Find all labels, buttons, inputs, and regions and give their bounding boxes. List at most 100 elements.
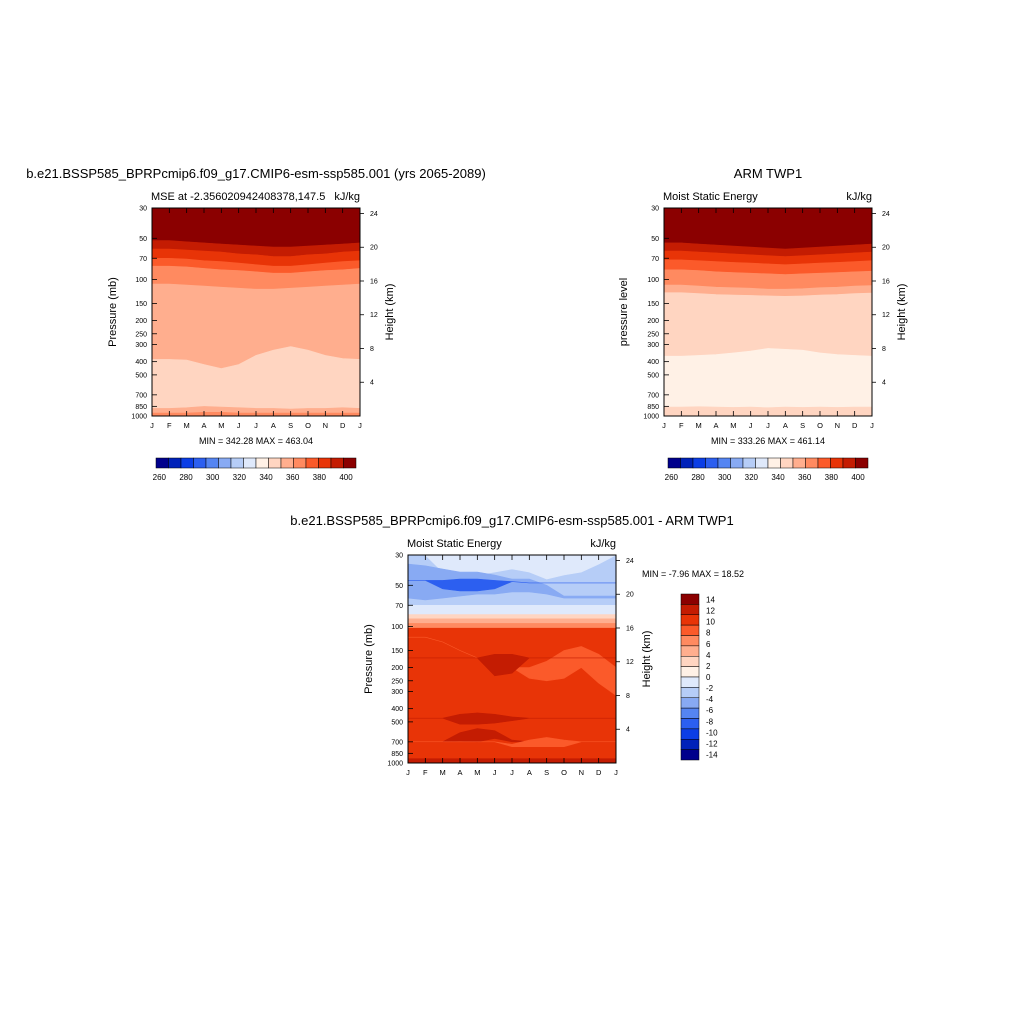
panel-2: ARM TWP1 Moist Static Energy kJ/kg J F M A M J J A… <box>618 166 908 482</box>
colorbar-swatch <box>680 645 700 657</box>
colorbar-swatch <box>842 457 856 469</box>
y-tick-label: 70 <box>651 256 659 263</box>
x-tick-label: A <box>713 421 718 430</box>
right-string: kJ/kg <box>846 191 872 203</box>
y-tick-label: 850 <box>647 404 659 411</box>
y2-tick-label: 4 <box>370 380 374 387</box>
colorbar-label: 14 <box>706 596 715 605</box>
y-tick-label: 300 <box>391 689 403 696</box>
colorbar-swatch <box>680 593 700 605</box>
panel-3: b.e21.BSSP585_BPRPcmip6.f09_g17.CMIP6-es… <box>290 513 744 777</box>
y-tick-label: 700 <box>647 392 659 399</box>
y-axis-label: Pressure (mb) <box>363 624 375 694</box>
colorbar-swatch <box>243 457 257 469</box>
colorbar-swatch <box>792 457 806 469</box>
right-string: kJ/kg <box>334 191 360 203</box>
x-tick-label: J <box>662 421 666 430</box>
colorbar-label: -12 <box>706 739 718 748</box>
plot-area <box>664 208 872 416</box>
x-tick-label: J <box>493 768 497 777</box>
y2-axis-label: Height (km) <box>384 284 396 341</box>
colorbar-label: 0 <box>706 673 711 682</box>
x-tick-label: A <box>783 421 788 430</box>
colorbar-label: 340 <box>771 473 785 482</box>
x-tick-label: M <box>730 421 736 430</box>
y-tick-label: 400 <box>391 706 403 713</box>
colorbar-label: 280 <box>179 473 193 482</box>
colorbar-swatch <box>680 656 700 667</box>
colorbar-label: 260 <box>665 473 679 482</box>
colorbar-swatch <box>218 457 232 469</box>
x-tick-label: D <box>852 421 858 430</box>
y2-tick-label: 20 <box>626 592 634 599</box>
colorbar-label: 360 <box>798 473 812 482</box>
panel-1: b.e21.BSSP585_BPRPcmip6.f09_g17.CMIP6-es… <box>26 166 486 482</box>
colorbar-swatch <box>343 457 357 469</box>
y-tick-label: 100 <box>647 277 659 284</box>
colorbar-label: 400 <box>339 473 353 482</box>
x-tick-label: J <box>237 421 241 430</box>
x-tick-label: J <box>406 768 410 777</box>
y2-tick-label: 20 <box>882 245 890 252</box>
colorbar-label: -2 <box>706 684 714 693</box>
colorbar-label: 380 <box>313 473 327 482</box>
colorbar-swatch <box>767 457 781 469</box>
y-axis-label: Pressure (mb) <box>107 277 119 347</box>
panel-title: b.e21.BSSP585_BPRPcmip6.f09_g17.CMIP6-es… <box>290 513 733 528</box>
colorbar-label: -14 <box>706 750 718 759</box>
x-tick-label: S <box>800 421 805 430</box>
colorbar-swatch <box>680 614 700 626</box>
colorbar-swatch <box>692 457 706 469</box>
colorbar-label: 4 <box>706 651 711 660</box>
x-tick-label: N <box>579 768 584 777</box>
x-tick-label: J <box>766 421 770 430</box>
colorbar: 260 280 300 320 340 360 380 400 <box>153 457 357 482</box>
colorbar-swatch <box>330 457 344 469</box>
y2-tick-label: 24 <box>626 558 634 565</box>
y2-axis-label: Height (km) <box>641 631 653 688</box>
colorbar-swatch <box>193 457 207 469</box>
x-tick-label: N <box>323 421 328 430</box>
y-tick-label: 150 <box>391 648 403 655</box>
contour-band-1 <box>152 208 360 248</box>
colorbar-label: 300 <box>206 473 220 482</box>
colorbar-swatch <box>667 457 681 469</box>
contour-band-7 <box>408 618 616 624</box>
colorbar: 14 12 10 8 6 4 2 0 -2 -4 -6 -8 -10 -12 -14 <box>680 593 718 761</box>
y-axis-label: pressure level <box>618 278 630 346</box>
colorbar: 260 280 300 320 340 360 380 400 <box>665 457 869 482</box>
right-string: kJ/kg <box>590 538 616 550</box>
colorbar-swatch <box>680 718 700 730</box>
y-tick-label: 200 <box>135 318 147 325</box>
x-tick-label: O <box>817 421 823 430</box>
y-tick-label: 700 <box>391 739 403 746</box>
y2-tick-label: 12 <box>370 312 378 319</box>
y2-tick-label: 4 <box>626 727 630 734</box>
contour-band-6 <box>408 614 616 620</box>
colorbar-swatch <box>680 687 700 698</box>
y-tick-label: 250 <box>391 678 403 685</box>
y-tick-label: 1000 <box>387 761 403 768</box>
y-tick-label: 100 <box>135 277 147 284</box>
x-tick-label: F <box>679 421 684 430</box>
colorbar-label: 12 <box>706 607 715 616</box>
x-tick-label: S <box>288 421 293 430</box>
x-tick-label: A <box>457 768 462 777</box>
colorbar-label: -10 <box>706 728 718 737</box>
y2-axis-label: Height (km) <box>896 284 908 341</box>
y2-tick-label: 12 <box>626 659 634 666</box>
panel-title: ARM TWP1 <box>734 166 802 181</box>
colorbar-swatch <box>680 676 700 688</box>
x-tick-label: D <box>596 768 602 777</box>
colorbar-swatch <box>255 457 269 469</box>
colorbar-swatch <box>268 457 282 469</box>
x-tick-label: F <box>167 421 172 430</box>
y-tick-label: 30 <box>651 206 659 213</box>
y-tick-label: 150 <box>135 301 147 308</box>
x-tick-label: O <box>561 768 567 777</box>
x-tick-label: M <box>440 768 446 777</box>
colorbar-swatch <box>680 739 700 750</box>
colorbar-label: 320 <box>745 473 759 482</box>
colorbar-swatch <box>680 624 700 636</box>
